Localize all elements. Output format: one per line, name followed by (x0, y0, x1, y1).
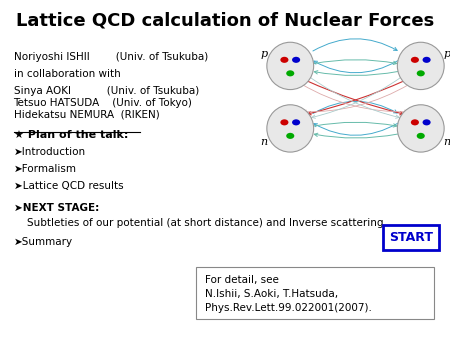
Text: p: p (443, 49, 450, 59)
Ellipse shape (267, 105, 314, 152)
Text: n: n (443, 137, 450, 147)
FancyBboxPatch shape (196, 267, 434, 319)
Circle shape (292, 119, 300, 125)
FancyBboxPatch shape (382, 225, 439, 250)
Text: N.Ishii, S.Aoki, T.Hatsuda,: N.Ishii, S.Aoki, T.Hatsuda, (205, 289, 338, 299)
Text: Phys.Rev.Lett.99.022001(2007).: Phys.Rev.Lett.99.022001(2007). (205, 303, 372, 313)
Circle shape (423, 119, 431, 125)
Text: ➤Lattice QCD results: ➤Lattice QCD results (14, 181, 123, 191)
Circle shape (286, 70, 294, 76)
Circle shape (280, 119, 288, 125)
Circle shape (286, 133, 294, 139)
Text: ➤Formalism: ➤Formalism (14, 164, 76, 174)
Ellipse shape (397, 42, 444, 90)
Text: Lattice QCD calculation of Nuclear Forces: Lattice QCD calculation of Nuclear Force… (16, 12, 434, 30)
Ellipse shape (267, 42, 314, 90)
Ellipse shape (397, 105, 444, 152)
Text: in collaboration with: in collaboration with (14, 69, 120, 79)
Text: ➤Introduction: ➤Introduction (14, 147, 86, 157)
Text: ➤NEXT STAGE:: ➤NEXT STAGE: (14, 203, 99, 213)
Text: START: START (389, 231, 432, 244)
Text: For detail, see: For detail, see (205, 275, 279, 286)
Text: ➤Summary: ➤Summary (14, 237, 72, 247)
Text: Subtleties of our potential (at short distance) and Inverse scattering: Subtleties of our potential (at short di… (27, 218, 383, 228)
Text: p: p (261, 49, 268, 59)
Circle shape (411, 57, 419, 63)
Text: Sinya AOKI           (Univ. of Tsukuba): Sinya AOKI (Univ. of Tsukuba) (14, 86, 199, 96)
Text: Tetsuo HATSUDA    (Univ. of Tokyo): Tetsuo HATSUDA (Univ. of Tokyo) (14, 98, 193, 108)
Circle shape (417, 133, 425, 139)
Circle shape (417, 70, 425, 76)
Circle shape (423, 57, 431, 63)
Circle shape (292, 57, 300, 63)
Circle shape (280, 57, 288, 63)
Text: n: n (261, 137, 268, 147)
Text: ★ Plan of the talk:: ★ Plan of the talk: (14, 130, 128, 140)
Text: Hidekatsu NEMURA  (RIKEN): Hidekatsu NEMURA (RIKEN) (14, 110, 159, 120)
Circle shape (411, 119, 419, 125)
Text: Noriyoshi ISHII        (Univ. of Tsukuba): Noriyoshi ISHII (Univ. of Tsukuba) (14, 52, 208, 63)
